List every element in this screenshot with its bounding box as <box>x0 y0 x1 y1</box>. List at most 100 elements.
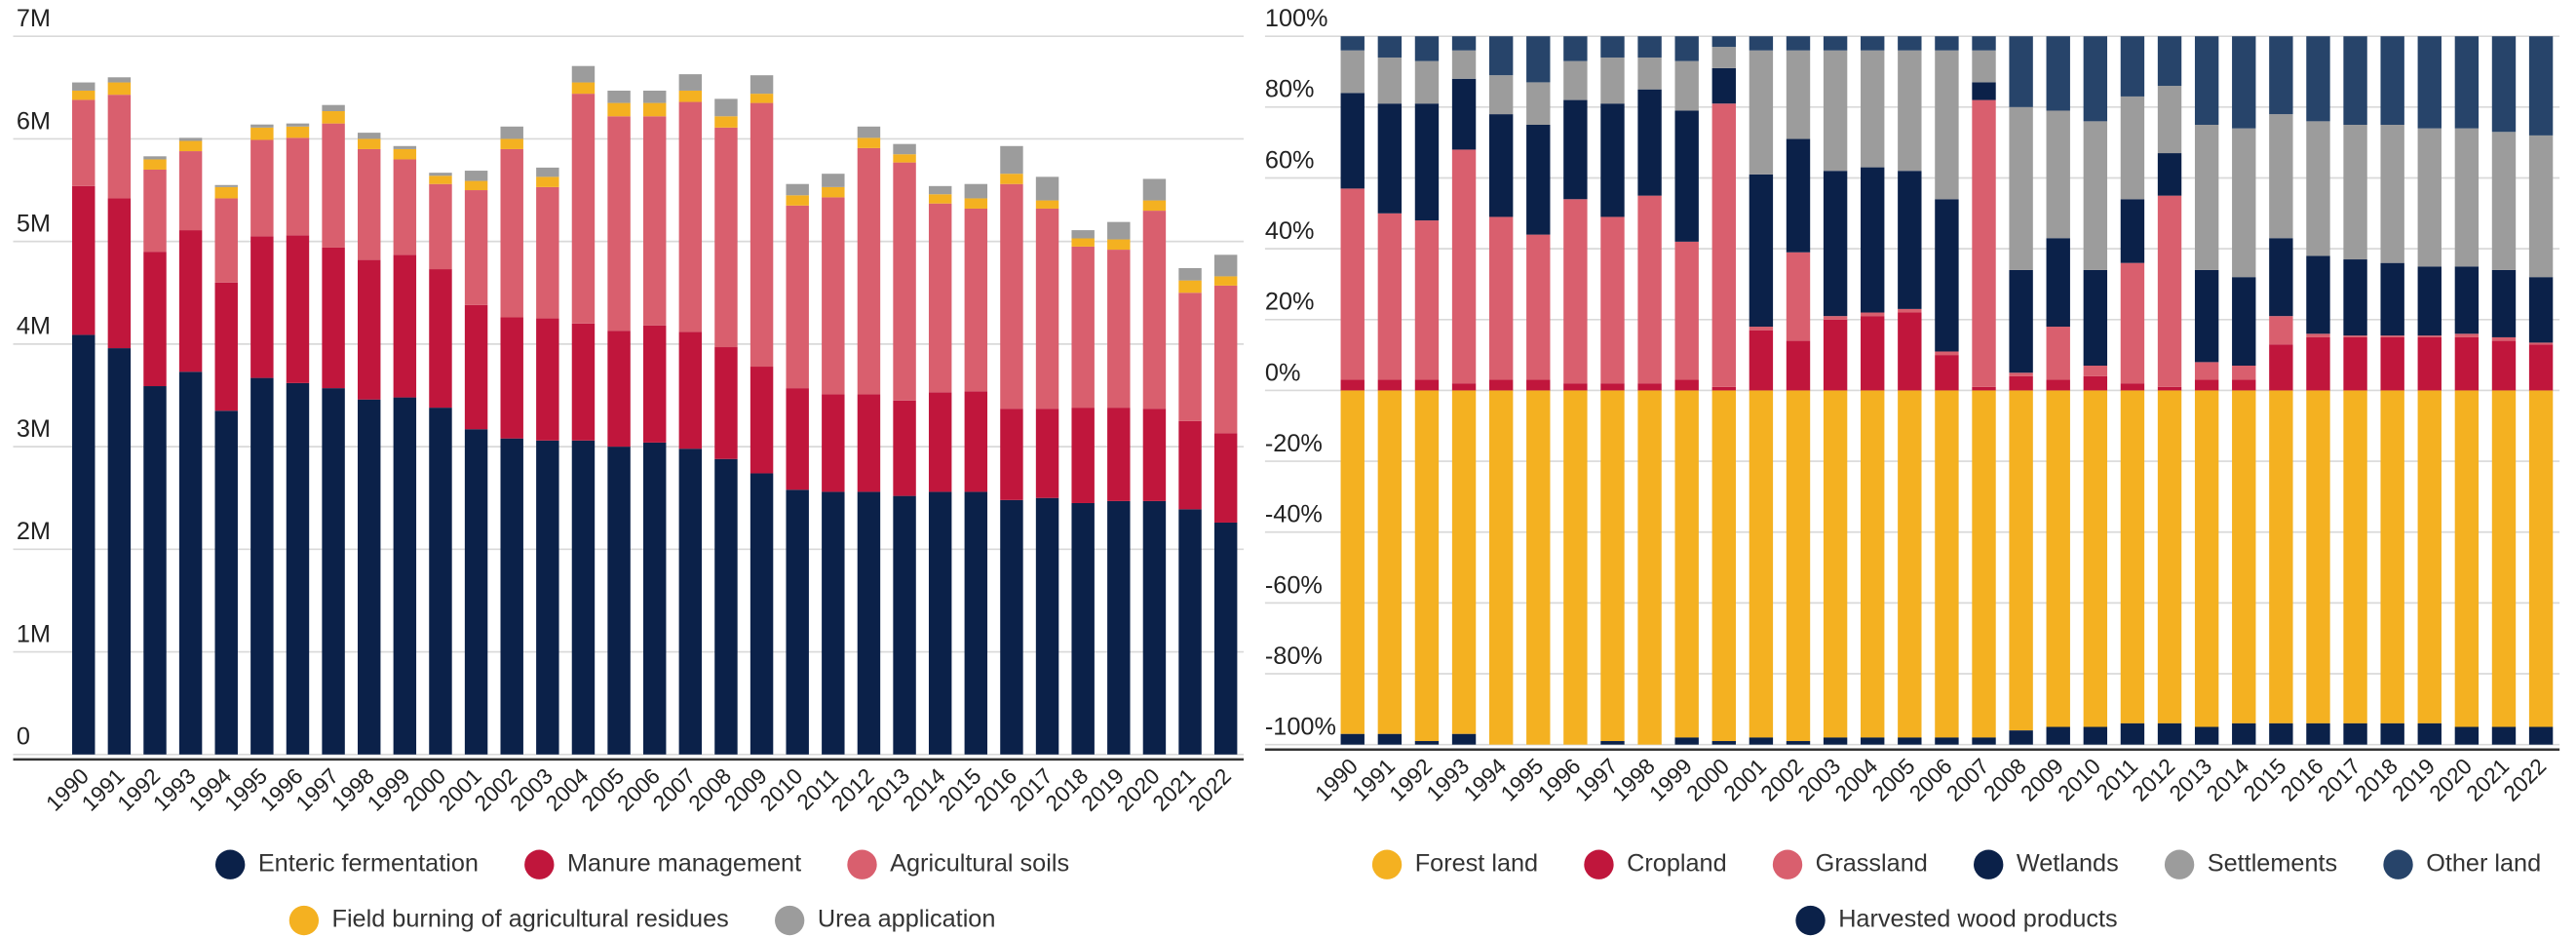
bar-segment <box>1898 36 1922 51</box>
legend-swatch <box>1974 849 2004 879</box>
bar-segment <box>1526 379 1551 391</box>
bar-segment <box>1972 386 1996 391</box>
bar-segment <box>286 235 310 383</box>
bar-segment <box>464 429 488 755</box>
bar-segment <box>2491 336 2517 341</box>
bar-segment <box>1861 316 1885 391</box>
bar-segment <box>2343 722 2367 745</box>
bar-segment <box>286 137 310 236</box>
bar-segment <box>750 94 774 103</box>
bar-segment <box>2046 238 2070 328</box>
bar-segment <box>678 332 703 449</box>
bar-segment <box>678 101 703 332</box>
bar-segment <box>1178 293 1202 421</box>
bar-segment <box>642 102 667 117</box>
y-tick-label: 60% <box>1265 146 1315 174</box>
bar-segment <box>72 90 96 100</box>
y-tick-label: 100% <box>1265 5 1328 32</box>
bar-segment <box>286 126 310 138</box>
bar-segment <box>893 400 916 496</box>
bar-segment <box>1526 390 1551 745</box>
bar-segment <box>1526 82 1551 126</box>
bar-segment <box>429 408 452 755</box>
bar-segment <box>1786 390 1811 742</box>
bar-segment <box>607 90 631 103</box>
y-tick-label: 20% <box>1265 289 1315 316</box>
bar-segment <box>2232 128 2256 278</box>
bar-segment <box>1600 383 1625 391</box>
bar-segment <box>642 442 667 755</box>
bar-segment <box>2528 135 2554 278</box>
bar-segment <box>1674 737 1699 745</box>
bar-segment <box>2380 722 2404 745</box>
bar-segment <box>1142 500 1167 755</box>
bar-segment <box>1711 741 1736 745</box>
bar-segment <box>2528 344 2554 391</box>
bar-segment <box>714 116 738 128</box>
bar-segment <box>1600 216 1625 384</box>
bar-segment <box>178 230 203 372</box>
bar-segment <box>2454 726 2480 745</box>
bar-segment <box>536 176 559 187</box>
bar-segment <box>1861 312 1885 317</box>
bar-segment <box>429 183 452 270</box>
bar-segment <box>107 82 132 96</box>
bar-segment <box>2306 36 2330 122</box>
bar-segment <box>1786 252 1811 341</box>
bar-segment <box>2120 199 2145 263</box>
legend-item: Manure management <box>524 849 801 879</box>
bar-segment <box>1563 60 1588 100</box>
bar-segment <box>1488 36 1514 76</box>
bar-segment <box>1142 211 1167 410</box>
legend-label: Manure management <box>567 849 801 877</box>
bar-segment <box>1213 254 1238 277</box>
bar-segment <box>1861 390 1885 738</box>
y-tick-label: 6M <box>17 107 51 135</box>
x-tick-label: 2022 <box>2498 753 2551 805</box>
bar-segment <box>2417 722 2441 745</box>
bar-segment <box>1637 57 1662 90</box>
bar-segment <box>178 371 203 755</box>
bar-segment <box>1377 213 1403 380</box>
bar-segment <box>1107 250 1131 409</box>
bar-segment <box>1414 60 1440 104</box>
bar-segment <box>2120 262 2145 384</box>
legend-item: Agricultural soils <box>847 849 1069 879</box>
bar-segment <box>678 449 703 755</box>
bar-segment <box>1972 82 1996 100</box>
bar-segment <box>1451 383 1477 391</box>
bar-segment <box>1898 390 1922 738</box>
bar-segment <box>750 75 774 95</box>
bar-segment <box>571 323 596 441</box>
bar-segment <box>2454 390 2480 727</box>
bar-segment <box>2417 335 2441 337</box>
bar-segment <box>2491 269 2517 337</box>
bar-segment <box>2454 36 2480 129</box>
bar-segment <box>1972 99 1996 387</box>
bar-segment <box>1674 60 1699 111</box>
bar-segment <box>1674 379 1699 391</box>
bar-segment <box>2120 390 2145 723</box>
bars <box>72 65 1238 755</box>
bar-segment <box>2269 316 2293 345</box>
legend-label: Field burning of agricultural residues <box>332 906 729 933</box>
bar-segment <box>1414 741 1440 745</box>
bar-segment <box>2157 390 2182 723</box>
bar-segment <box>2194 125 2219 270</box>
bar-segment <box>2046 110 2070 239</box>
bar-segment <box>1823 319 1848 391</box>
bar-segment <box>1414 390 1440 742</box>
bar-segment <box>1451 36 1477 51</box>
bar-segment <box>1711 390 1736 742</box>
bar-segment <box>2454 266 2480 334</box>
bar-segment <box>1035 176 1059 201</box>
legend-swatch <box>1772 849 1803 879</box>
bar-segment <box>1637 390 1662 745</box>
bar-segment <box>2491 132 2517 270</box>
legend-swatch <box>524 849 555 879</box>
bar-segment <box>2232 722 2256 745</box>
bar-segment <box>2306 333 2330 337</box>
bar-segment <box>1674 390 1699 738</box>
bar-segment <box>1898 171 1922 309</box>
